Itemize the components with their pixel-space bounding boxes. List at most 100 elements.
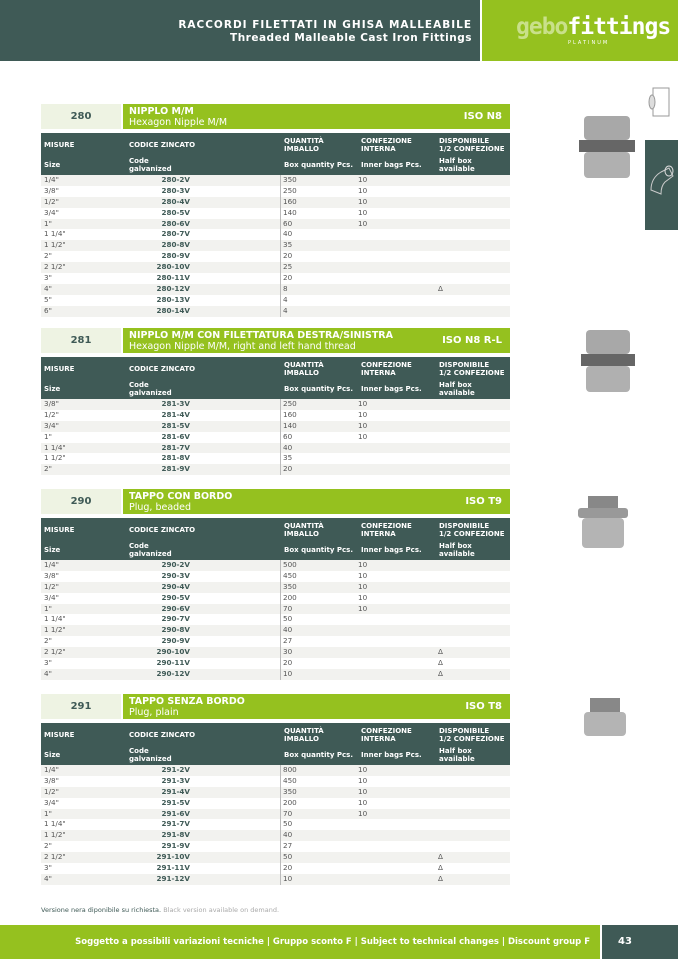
table-row: 1/2" 291-4V 350 10: [41, 786, 510, 798]
category-tab-elbow[interactable]: [645, 140, 678, 230]
cell-box-qty: 4: [280, 294, 288, 306]
section-title-band: 291 TAPPO SENZA BORDO Plug, plain ISO T8: [41, 694, 510, 719]
table-row: 2 1/2" 290-10V 30 Δ: [41, 647, 510, 659]
table-row: 2 1/2" 280-10V 25: [41, 262, 510, 274]
cell-inner-bags: 10: [358, 765, 368, 774]
cell-box-qty: 25: [280, 262, 292, 274]
tee-fitting-icon: [648, 87, 670, 117]
col-size-it: MISURE: [44, 731, 75, 739]
title-en: Hexagon Nipple M/M, right and left hand …: [129, 341, 356, 352]
table-row: 1 1/4" 290-7V 50: [41, 614, 510, 626]
table-body: 1/4" 291-2V 800 10 3/8" 291-3V 450 10 1/2" 291-4V…: [41, 765, 510, 885]
table-row: 2" 281-9V 20: [41, 464, 510, 476]
cell-box-qty: 20: [280, 273, 292, 284]
product-table-281: 281 NIPPLO M/M CON FILETTATURA DESTRA/SI…: [41, 328, 510, 476]
cell-code: 291-8V: [161, 830, 190, 840]
table-row: 1 1/4" 291-7V 50: [41, 819, 510, 831]
note-en: Black version available on demand.: [163, 906, 280, 914]
cell-inner-bags: 10: [358, 409, 368, 419]
cell-box-qty: 140: [280, 207, 297, 219]
cell-box-qty: 50: [280, 819, 292, 831]
cell-size: 1 1/2": [44, 625, 66, 635]
cell-size: 1 1/2": [44, 830, 66, 840]
title-it: NIPPLO M/M: [129, 106, 194, 117]
cell-inner-bags: 10: [358, 399, 368, 408]
cell-code: 281-6V: [161, 431, 190, 441]
col-code-en2: galvanized: [129, 550, 172, 558]
table-row: 1/2" 280-4V 160 10: [41, 196, 510, 208]
table-row: 4" 280-12V 8 Δ: [41, 283, 510, 295]
cell-size: 1 1/4": [44, 229, 66, 239]
cell-half-box: Δ: [438, 863, 443, 873]
table-row: 1 1/2" 291-8V 40: [41, 830, 510, 842]
cell-box-qty: 70: [280, 603, 292, 615]
cell-size: 4": [44, 283, 52, 293]
col-half-en2: available: [439, 550, 475, 558]
col-inner-it: CONFEZIONE INTERNA: [361, 361, 412, 377]
cell-box-qty: 250: [280, 185, 297, 197]
cell-size: 3/8": [44, 775, 59, 785]
cell-box-qty: 35: [280, 240, 292, 252]
cell-box-qty: 250: [280, 399, 297, 410]
table-row: 3" 290-11V 20 Δ: [41, 658, 510, 669]
header-band: RACCORDI FILETTATI IN GHISA MALLEABILE T…: [0, 0, 480, 61]
cell-size: 3": [44, 658, 52, 668]
header-title-it: RACCORDI FILETTATI IN GHISA MALLEABILE: [178, 19, 472, 31]
cell-size: 1": [44, 431, 52, 441]
cell-code: 280-6V: [161, 218, 190, 228]
cell-code: 281-5V: [161, 420, 190, 430]
iso-standard: ISO T9: [465, 496, 502, 507]
col-inner-it: CONFEZIONE INTERNA: [361, 522, 412, 538]
section-title: NIPPLO M/M CON FILETTATURA DESTRA/SINIST…: [123, 328, 510, 353]
col-inner-it2: INTERNA: [361, 530, 396, 538]
cell-inner-bags: 10: [358, 592, 368, 602]
table-row: 3" 280-11V 20: [41, 273, 510, 284]
table-row: 1/4" 280-2V 350 10: [41, 175, 510, 186]
cell-box-qty: 140: [280, 420, 297, 432]
cell-code: 280-11V: [156, 273, 190, 283]
col-half-it2: 1/2 CONFEZIONE: [439, 369, 505, 377]
col-half-en: Half box available: [439, 381, 475, 397]
cell-size: 4": [44, 668, 52, 678]
col-inner-it1: CONFEZIONE: [361, 522, 412, 530]
cell-box-qty: 40: [280, 229, 292, 241]
col-code-en1: Code: [129, 381, 149, 389]
cell-inner-bags: 10: [358, 207, 368, 217]
table-row: 3" 291-11V 20 Δ: [41, 863, 510, 874]
col-code-en2: galvanized: [129, 755, 172, 763]
hexagon-nipple-rl-image: [581, 330, 635, 392]
cell-half-box: Δ: [438, 852, 443, 862]
cell-size: 1/4": [44, 175, 59, 184]
cell-box-qty: 30: [280, 647, 292, 659]
cell-box-qty: 60: [280, 218, 292, 230]
cell-code: 291-5V: [161, 797, 190, 807]
cell-size: 3/8": [44, 399, 59, 408]
article-number: 281: [41, 328, 121, 353]
col-code-it: CODICE ZINCATO: [129, 526, 196, 534]
col-inner-en: Inner bags Pcs.: [361, 546, 422, 554]
col-half-it1: DISPONIBILE: [439, 137, 490, 145]
col-qty-it1: QUANTITÀ: [284, 361, 324, 369]
cell-box-qty: 40: [280, 830, 292, 842]
cell-code: 280-7V: [161, 229, 190, 239]
col-qty-en: Box quantity Pcs.: [284, 385, 353, 393]
col-half-it: DISPONIBILE 1/2 CONFEZIONE: [439, 522, 505, 538]
cell-box-qty: 60: [280, 431, 292, 443]
logo-platinum: PLATINUM: [568, 40, 610, 46]
col-qty-en: Box quantity Pcs.: [284, 161, 353, 169]
cell-size: 3/4": [44, 207, 59, 217]
cell-code: 280-4V: [161, 196, 190, 206]
table-row: 2" 280-9V 20: [41, 251, 510, 263]
col-inner-it1: CONFEZIONE: [361, 727, 412, 735]
section-title: TAPPO CON BORDO Plug, beaded ISO T9: [123, 489, 510, 514]
cell-size: 1": [44, 603, 52, 613]
cell-half-box: Δ: [438, 668, 443, 678]
article-number: 291: [41, 694, 121, 719]
cell-box-qty: 350: [280, 175, 297, 186]
table-header: MISURE Size CODICE ZINCATO Code galvanize…: [41, 518, 510, 560]
cell-code: 280-10V: [156, 262, 190, 272]
col-qty-it: QUANTITÀ IMBALLO: [284, 361, 324, 377]
cell-size: 1 1/2": [44, 240, 66, 250]
cell-inner-bags: 10: [358, 797, 368, 807]
cell-box-qty: 20: [280, 251, 292, 263]
